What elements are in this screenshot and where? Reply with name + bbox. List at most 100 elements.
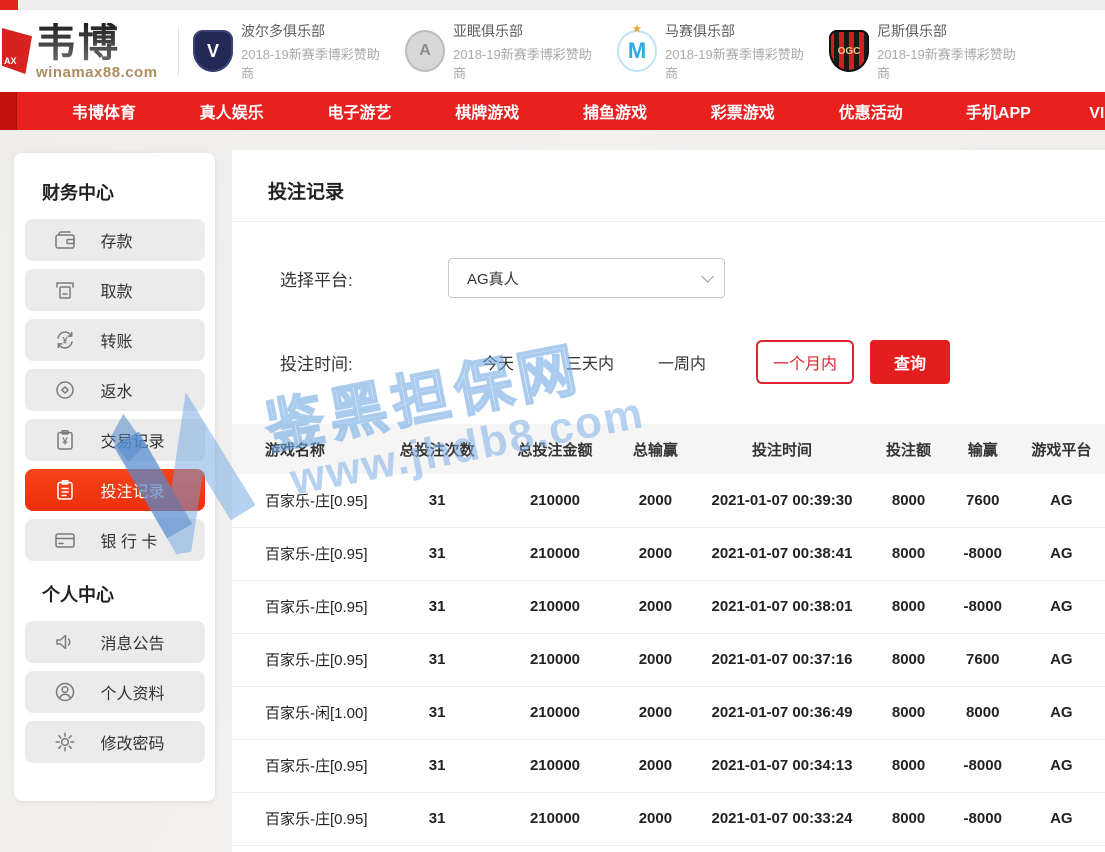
- sponsor-marseille: ★ M 马赛俱乐部 2018-19新赛季博彩赞助商: [617, 21, 815, 82]
- platform-label: 选择平台:: [280, 270, 353, 290]
- sidebar-item-change-password[interactable]: 修改密码: [24, 721, 205, 763]
- site-logo[interactable]: AX 韦博 winamax88.com: [0, 10, 178, 92]
- amiens-club-badge-icon: A: [405, 30, 445, 72]
- nav-item[interactable]: 彩票游戏: [710, 105, 775, 122]
- winamax-logo-mark-icon: AX: [2, 28, 32, 74]
- table-cell: -8000: [947, 792, 1018, 846]
- table-cell: AG: [1017, 686, 1105, 740]
- search-button[interactable]: 查询: [870, 340, 951, 384]
- table-cell: AG: [1017, 527, 1105, 581]
- sponsor-subtitle: 2018-19新赛季博彩赞助商: [241, 46, 380, 81]
- table-cell: 31: [380, 633, 494, 687]
- speaker-icon: [55, 634, 70, 650]
- table-row: 百家乐-庄[0.95] 31 210000 2000 2021-01-07 00:33:…: [232, 792, 1105, 846]
- table-cell: AG: [1017, 845, 1105, 852]
- table-cell: AG: [1017, 739, 1105, 793]
- table-cell: 2000: [616, 527, 695, 581]
- sidebar-item-label: 取款: [100, 284, 133, 301]
- table-cell: 2000: [616, 580, 695, 634]
- time-option-one-week[interactable]: 一周内: [657, 356, 706, 373]
- sidebar-item-transfer[interactable]: ¥ 转账: [24, 319, 205, 361]
- sidebar-item-announcements[interactable]: 消息公告: [24, 621, 205, 663]
- receipt-icon: ¥: [56, 430, 73, 450]
- nav-item[interactable]: 捕鱼游戏: [583, 105, 648, 122]
- table-cell: 210000: [493, 792, 617, 846]
- table-cell: 8000: [869, 580, 948, 634]
- sidebar-item-label: 交易记录: [100, 434, 165, 451]
- table-header-row: 游戏名称 总投注次数 总投注金额 总输赢 投注时间 投注额 输赢 游戏平台: [232, 424, 1105, 474]
- logo-domain-text: winamax88.com: [36, 63, 158, 81]
- bank-card-icon: [54, 533, 75, 548]
- sponsor-bordeaux: V 波尔多俱乐部 2018-19新赛季博彩赞助商: [193, 21, 391, 82]
- nav-item[interactable]: 真人娱乐: [199, 105, 264, 122]
- nav-list: 韦博体育 真人娱乐 电子游艺 棋牌游戏 捕鱼游戏 彩票游戏 优惠活动 手机APP VIP俱乐部: [40, 92, 1105, 130]
- table-cell: 210000: [493, 686, 617, 740]
- site-header: AX 韦博 winamax88.com V 波尔多俱乐部 2018-19新赛季博…: [0, 10, 1105, 92]
- table-cell: 2021-01-07 00:32:50: [694, 845, 870, 852]
- sponsor-subtitle: 2018-19新赛季博彩赞助商: [453, 46, 592, 81]
- sponsor-amiens: A 亚眠俱乐部 2018-19新赛季博彩赞助商: [405, 21, 603, 82]
- sidebar-item-deposit[interactable]: 存款: [24, 219, 205, 261]
- table-cell: AG: [1017, 633, 1105, 687]
- table-cell: 2021-01-07 00:33:24: [694, 792, 870, 846]
- clipboard-icon: [56, 480, 73, 500]
- table-cell: 210000: [493, 580, 617, 634]
- table-row: 百家乐-庄[0.95] 31 210000 2000 2021-01-07 00:37:…: [232, 633, 1105, 687]
- sponsor-list: V 波尔多俱乐部 2018-19新赛季博彩赞助商 A 亚眠俱乐部 2018-19…: [187, 21, 1027, 82]
- platform-dropdown[interactable]: AG真人: [448, 258, 725, 298]
- table-cell: 8000: [869, 633, 948, 687]
- table-cell: AG: [1017, 792, 1105, 846]
- sponsor-nice: OGC 尼斯俱乐部 2018-19新赛季博彩赞助商: [829, 21, 1027, 82]
- table-cell: 2021-01-07 00:38:01: [694, 580, 870, 634]
- nav-item[interactable]: VIP俱乐部: [1089, 105, 1105, 122]
- table-body: 百家乐-庄[0.95] 31 210000 2000 2021-01-07 00:39:…: [232, 474, 1105, 852]
- time-option-three-days[interactable]: 三天内: [565, 356, 614, 373]
- sidebar-item-label: 存款: [100, 234, 133, 251]
- table-cell: 31: [380, 739, 494, 793]
- sidebar-item-rebate[interactable]: 返水: [24, 369, 205, 411]
- column-header: 总输赢: [616, 424, 695, 474]
- header-divider: [178, 26, 179, 76]
- table-cell: AG: [1017, 580, 1105, 634]
- chevron-down-icon: [701, 269, 714, 283]
- sidebar-item-withdraw[interactable]: 取款: [24, 269, 205, 311]
- sidebar-item-label: 投注记录: [100, 484, 165, 501]
- table-cell: 7600: [947, 474, 1018, 528]
- table-cell: 31: [380, 792, 494, 846]
- sidebar-item-label: 银 行 卡: [100, 534, 158, 551]
- table-cell: -8000: [947, 845, 1018, 852]
- table-cell: 7600: [947, 633, 1018, 687]
- sidebar-item-bet-records[interactable]: 投注记录: [24, 469, 205, 511]
- column-header: 投注时间: [694, 424, 870, 474]
- table-cell: 8000: [869, 792, 948, 846]
- sidebar-item-profile[interactable]: 个人资料: [24, 671, 205, 713]
- table-row: 百家乐-庄[0.95] 31 210000 2000 2021-01-07 00:39:…: [232, 474, 1105, 528]
- marseille-club-badge-icon: ★ M: [617, 24, 657, 72]
- table-cell: 2021-01-07 00:39:30: [694, 474, 870, 528]
- sidebar-item-bank-card[interactable]: 银 行 卡: [24, 519, 205, 561]
- platform-dropdown-value: AG真人: [467, 270, 519, 288]
- sidebar-item-label: 消息公告: [100, 636, 165, 653]
- user-icon: [55, 682, 74, 702]
- sponsor-name: 波尔多俱乐部: [241, 22, 325, 39]
- sidebar-item-label: 转账: [100, 334, 133, 351]
- column-header: 游戏名称: [232, 424, 381, 474]
- atm-icon: [55, 282, 74, 299]
- page-title: 投注记录: [232, 150, 1105, 222]
- sponsor-name: 亚眠俱乐部: [453, 22, 523, 39]
- wallet-icon: [54, 231, 75, 249]
- nav-item[interactable]: 优惠活动: [838, 105, 903, 122]
- table-cell: 2000: [616, 792, 695, 846]
- nav-item[interactable]: 棋牌游戏: [455, 105, 520, 122]
- time-option-one-month-selected[interactable]: 一个月内: [756, 340, 855, 384]
- sidebar-item-transactions[interactable]: ¥ 交易记录: [24, 419, 205, 461]
- table-cell: 8000: [869, 474, 948, 528]
- nav-item[interactable]: 手机APP: [965, 105, 1031, 122]
- nav-item[interactable]: 韦博体育: [71, 105, 136, 122]
- time-option-today[interactable]: 今天: [481, 356, 514, 373]
- table-cell: 2000: [616, 686, 695, 740]
- sponsor-subtitle: 2018-19新赛季博彩赞助商: [877, 46, 1016, 81]
- logo-chinese-text: 韦博: [36, 23, 158, 63]
- nav-item[interactable]: 电子游艺: [327, 105, 392, 122]
